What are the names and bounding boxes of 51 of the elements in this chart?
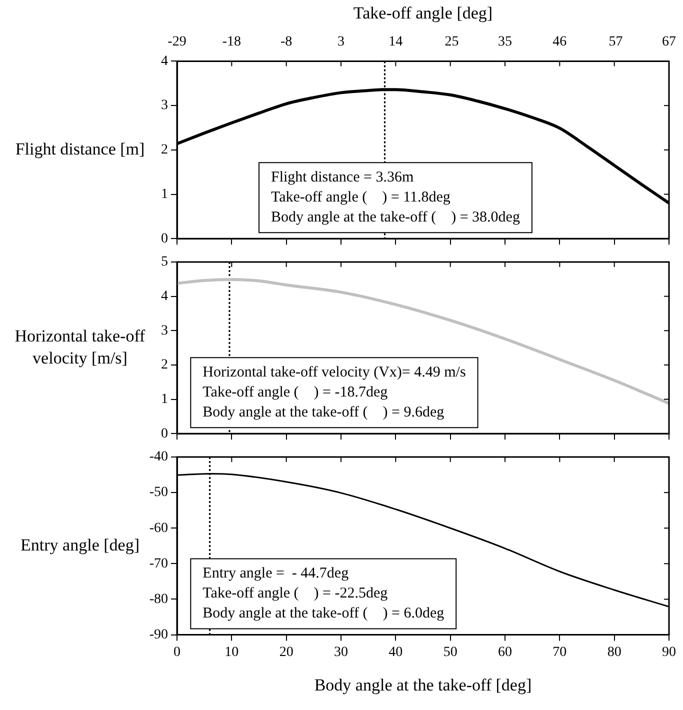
- x2-tick-label: -18: [222, 34, 242, 50]
- y-tick-label: 1: [161, 392, 168, 407]
- x-tick-label: 20: [279, 644, 294, 660]
- y-axis-title: Entry angle [deg]: [20, 535, 140, 554]
- annotation: Entry angle = - 44.7deg: [202, 566, 350, 582]
- x2-axis-title: Take-off angle [deg]: [353, 4, 493, 23]
- x-tick-label: 50: [443, 644, 458, 660]
- y-tick-label: 4: [161, 54, 168, 69]
- annotation: Body angle at the take-off ( ) = 38.0deg: [271, 210, 520, 226]
- y-tick-label: -60: [149, 520, 168, 536]
- annotation: Horizontal take-off velocity (Vx)= 4.49 m/s: [202, 364, 466, 381]
- x2-tick-label: 46: [552, 34, 567, 50]
- y-tick-label: -90: [149, 627, 168, 642]
- annotation: Body angle at the take-off ( ) = 9.6deg: [202, 404, 445, 421]
- y-tick-label: 2: [161, 142, 168, 158]
- x-tick-label: 70: [552, 644, 567, 660]
- annotation: Take-off angle ( ) = 11.8deg: [271, 190, 451, 206]
- x-tick-label: 90: [662, 644, 676, 660]
- x2-tick-label: 67: [662, 34, 676, 50]
- x-tick-label: 80: [607, 644, 622, 660]
- y-tick-label: 1: [161, 186, 168, 202]
- x-axis-title: Body angle at the take-off [deg]: [314, 675, 532, 694]
- annotation: Take-off angle ( ) = -22.5deg: [202, 586, 388, 602]
- annotation: Body angle at the take-off ( ) = 6.0deg: [202, 606, 445, 622]
- y-tick-label: -70: [149, 556, 168, 572]
- x-tick-label: 0: [174, 644, 180, 660]
- annotation: Flight distance = 3.36m: [271, 170, 414, 186]
- x2-tick-label: 25: [444, 34, 459, 50]
- y-tick-label: 0: [161, 231, 168, 246]
- x2-tick-label: 3: [338, 34, 344, 50]
- annotation: Take-off angle ( ) = -18.7deg: [202, 384, 388, 401]
- y-tick-label: -50: [149, 485, 168, 500]
- x2-tick-label: 14: [388, 34, 403, 50]
- x2-tick-label: 57: [608, 34, 623, 50]
- y-axis-title: Flight distance [m]: [15, 139, 145, 158]
- y-tick-label: 2: [161, 358, 168, 373]
- x2-tick-label: -29: [168, 34, 186, 50]
- x-tick-label: 30: [334, 644, 348, 660]
- x-tick-label: 60: [498, 644, 512, 660]
- y-axis-title: Horizontal take-off velocity [m/s]: [14, 326, 146, 368]
- x2-tick-label: 35: [498, 34, 512, 50]
- y-tick-label: 3: [161, 323, 168, 338]
- x-tick-label: 40: [388, 644, 403, 660]
- y-tick-label: 3: [161, 98, 168, 114]
- y-tick-label: -80: [149, 592, 168, 607]
- x2-tick-label: -8: [280, 34, 292, 50]
- y-tick-label: 5: [161, 254, 168, 270]
- y-tick-label: -40: [149, 450, 168, 465]
- y-tick-label: 0: [161, 426, 168, 442]
- y-tick-label: 4: [161, 288, 168, 304]
- x-tick-label: 10: [224, 644, 239, 660]
